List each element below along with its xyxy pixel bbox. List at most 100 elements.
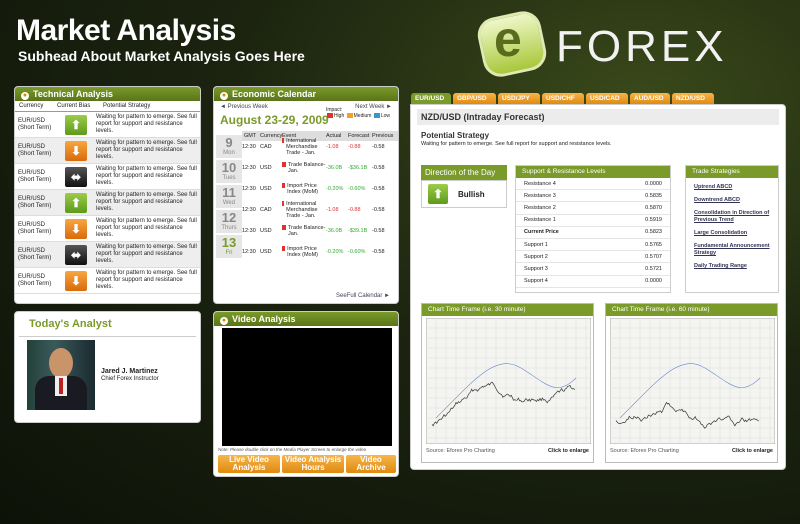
gmt-cell: 12:30: [242, 207, 260, 213]
bias-cell: ⬌: [56, 244, 96, 265]
actual-value: -1.08: [326, 144, 339, 150]
impact-flag-icon: [282, 201, 285, 206]
panel-header: ● Economic Calendar: [214, 87, 398, 101]
cur-value: USD: [260, 249, 272, 255]
cur-value: USD: [260, 228, 272, 234]
strategy-link[interactable]: Daily Trading Range: [694, 263, 747, 269]
video-note: Note: Please double click on the Media P…: [218, 447, 367, 452]
col-currency: Currency: [19, 103, 44, 109]
strategy-text: Waiting for pattern to emerge. See full …: [96, 140, 197, 160]
page-title: Market Analysis: [16, 14, 236, 47]
video-analysis-hours-button[interactable]: Video Analysis Hours: [282, 455, 344, 473]
tab-usd-chf[interactable]: USD/CHF: [542, 93, 584, 104]
previous-cell: -0.58: [372, 249, 385, 255]
click-to-enlarge-link[interactable]: Click to enlarge: [548, 448, 589, 454]
chart-30min-image[interactable]: [425, 317, 592, 445]
tab-eur-usd[interactable]: EUR/USD: [411, 93, 451, 104]
previous-cell: -0.58: [372, 186, 385, 192]
currency-cell: EUR/USD (Short Term): [18, 274, 56, 288]
tab-usd-jpy[interactable]: USD/JPY: [498, 93, 540, 104]
chart-source: Source: Eforex Pro Charting: [610, 448, 679, 454]
calendar-row: 12:30 USD Trade Balance-Jan. -36.0B -$39.1B -…: [242, 221, 396, 241]
table-row: EUR/USD (Short Term) ⬇ Waiting for pattern …: [15, 268, 200, 294]
chart-60min-image[interactable]: [609, 317, 776, 445]
video-archive-button[interactable]: Video Archive: [346, 455, 396, 473]
strategy-text: Waiting for pattern to emerge. See full …: [96, 166, 197, 186]
eforex-logo[interactable]: e FOREX: [474, 8, 790, 80]
tab-nzd-usd[interactable]: NZD/USD: [672, 93, 714, 104]
day-name: Mon: [223, 150, 235, 156]
event-cell: International Merchandise Trade - Jan.: [282, 201, 326, 219]
currency-cell: EUR/USD (Short Term): [18, 196, 56, 210]
arrow-down-icon: ⬇: [65, 218, 87, 239]
ta-rows: EUR/USD (Short Term) ⬆ Waiting for pattern …: [15, 112, 200, 294]
gmt-cell: 12:30: [242, 249, 260, 255]
forecast-panel: NZD/USD (Intraday Forecast) Potential St…: [410, 104, 786, 470]
currency-term: (Short Term): [18, 254, 52, 261]
gmt-value: 12:30: [242, 207, 256, 213]
currency-pair: EUR/USD: [18, 247, 46, 254]
video-player[interactable]: [222, 328, 392, 446]
currency-pair: EUR/USD: [18, 273, 46, 280]
strategy-text: Waiting for pattern to emerge. See full …: [421, 141, 612, 147]
previous-week-link[interactable]: ◄ Previous Week: [220, 104, 268, 110]
chart-30min[interactable]: Chart Time Frame (i.e. 30 minute) Source…: [421, 303, 594, 463]
impact-flag-icon: [282, 162, 286, 167]
level-value: 0.0000: [645, 180, 662, 187]
gmt-cell: 12:30: [242, 165, 260, 171]
cur-value: USD: [260, 165, 272, 171]
impact-medium: Medium: [353, 113, 372, 119]
level-value: 0.5919: [645, 217, 662, 224]
currency-pair: EUR/USD: [18, 169, 46, 176]
previous-value: -0.58: [372, 165, 385, 171]
cur-value: CAD: [260, 144, 272, 150]
table-header: Currency Current Bias Potential Strategy: [15, 101, 200, 112]
tab-gbp-usd[interactable]: GBP/USD: [453, 93, 496, 104]
calendar-day: 12 Thurs: [216, 210, 242, 234]
live-video-analysis-button[interactable]: Live Video Analysis: [218, 455, 280, 473]
impact-flag-icon: [282, 138, 285, 143]
day-name: Tues: [222, 175, 236, 181]
sr-row: Support 3 0.5721: [516, 263, 670, 276]
tab-aud-usd[interactable]: AUD/USD: [630, 93, 670, 104]
previous-cell: -0.58: [372, 144, 385, 150]
impact-high: High: [333, 113, 345, 119]
direction-value: Bullish: [458, 189, 485, 199]
chart-title: Chart Time Frame (i.e. 30 minute): [422, 304, 593, 316]
previous-value: -0.58: [372, 249, 385, 255]
currency-term: (Short Term): [18, 124, 52, 131]
level-value: 0.5835: [645, 192, 662, 199]
forecast-cell: -0.60%: [348, 186, 372, 192]
sr-row: Resistance 2 0.5870: [516, 202, 670, 215]
click-to-enlarge-link[interactable]: Click to enlarge: [732, 448, 773, 454]
calendar-day: 13 Fri: [216, 235, 242, 259]
chart-60min[interactable]: Chart Time Frame (i.e. 60 minute) Source…: [605, 303, 778, 463]
bias-cell: ⬌: [56, 166, 96, 187]
forecast-cell: -0.88: [348, 207, 372, 213]
col-actual: Actual: [326, 133, 342, 139]
previous-value: -0.58: [372, 144, 385, 150]
direction-header: Direction of the Day: [421, 165, 507, 180]
event-cell: International Merchandise Trade - Jan.: [282, 138, 326, 156]
economic-calendar-panel: ● Economic Calendar ◄ Previous Week Next …: [213, 86, 399, 304]
currency-pair: EUR/USD: [18, 221, 46, 228]
level-name: Resistance 1: [524, 217, 556, 224]
tab-usd-cad[interactable]: USD/CAD: [586, 93, 628, 104]
cur-cell: CAD: [260, 207, 282, 213]
panel-title: Video Analysis: [232, 314, 296, 324]
strategy-link[interactable]: Uptrend ABCD: [694, 184, 733, 190]
strategy-link[interactable]: Large Consolidation: [694, 230, 748, 236]
strategy-link[interactable]: Consolidation in Direction of Previous T…: [694, 210, 770, 223]
event-value: Import Price Index (MoM): [287, 183, 318, 195]
impact-label: Impact:: [325, 107, 343, 113]
level-value: 0.5870: [645, 204, 662, 211]
level-value: 0.5823: [645, 229, 662, 236]
next-week-link[interactable]: Next Week ►: [355, 104, 392, 110]
event-cell: Trade Balance-Jan.: [282, 162, 326, 174]
strategy-link[interactable]: Fundamental Announcement Strategy: [694, 243, 770, 256]
level-value: 0.5721: [645, 265, 662, 272]
see-full-calendar-link[interactable]: SeeFull Calendar ►: [336, 293, 390, 299]
level-name: Resistance 4: [524, 180, 556, 187]
calendar-table-header: GMT Currency Event Actual Forecast Previ…: [242, 131, 398, 141]
strategy-link[interactable]: Downtrend ABCD: [694, 197, 740, 203]
